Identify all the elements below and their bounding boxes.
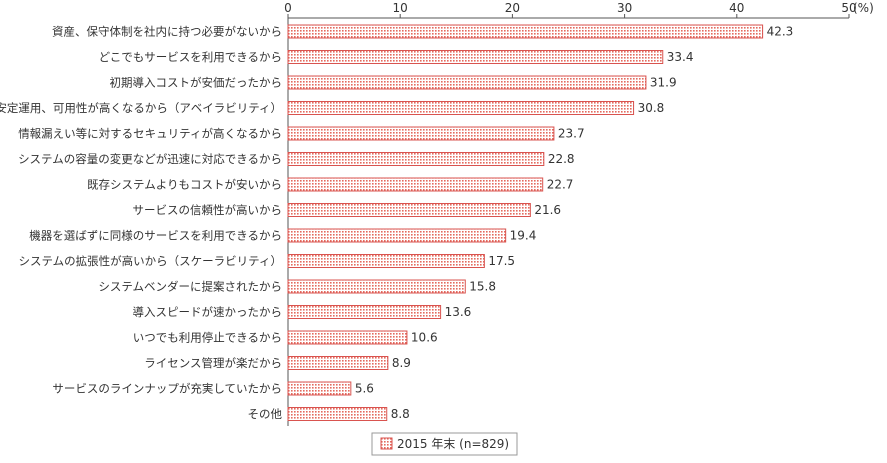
value-label: 31.9 <box>650 76 677 90</box>
category-label: ライセンス管理が楽だから <box>144 356 282 370</box>
x-tick-label: 20 <box>505 1 520 15</box>
value-label: 17.5 <box>488 254 515 268</box>
value-label: 8.9 <box>392 356 411 370</box>
value-label: 15.8 <box>469 280 496 294</box>
value-label: 42.3 <box>767 25 794 39</box>
bar <box>287 356 389 370</box>
bar <box>287 50 664 64</box>
legend-label: 2015 年末 (n=829) <box>397 437 509 451</box>
bars-group: 資産、保守体制を社内に持つ必要がないから 42.3 どこでもサービスを利用できるから… <box>0 24 794 421</box>
value-label: 30.8 <box>638 101 665 115</box>
bar <box>287 177 544 192</box>
bar <box>287 24 764 39</box>
category-label: システムベンダーに提案されたから <box>98 280 282 294</box>
category-label: システムの容量の変更などが迅速に対応できるから <box>18 152 282 166</box>
value-label: 22.8 <box>548 152 575 166</box>
category-label: 資産、保守体制を社内に持つ必要がないから <box>52 25 282 39</box>
value-label: 5.6 <box>355 382 374 396</box>
bar <box>287 101 635 115</box>
category-label: いつでも利用停止できるから <box>133 331 282 345</box>
x-axis-unit-label: (%) <box>853 1 874 15</box>
x-tick-label: 10 <box>393 1 408 15</box>
bar <box>287 126 555 141</box>
category-label: 機器を選ばずに同様のサービスを利用できるから <box>29 229 282 243</box>
bar <box>287 228 507 243</box>
category-label: 既存システムよりもコストが安いから <box>87 178 282 192</box>
x-tick-label: 50 <box>841 1 856 15</box>
x-tick-label: 0 <box>284 1 292 15</box>
bar <box>287 203 531 217</box>
value-label: 19.4 <box>510 229 537 243</box>
bar <box>287 407 388 421</box>
category-label: サービスのラインナップが充実していたから <box>52 382 282 396</box>
value-label: 8.8 <box>391 407 410 421</box>
category-label: 導入スピードが速かったから <box>133 305 283 319</box>
x-axis-ticks: 0 10 20 30 40 50 <box>284 1 857 18</box>
bar <box>287 75 647 90</box>
category-label: どこでもサービスを利用できるから <box>99 50 282 64</box>
x-tick-label: 30 <box>617 1 632 15</box>
value-label: 10.6 <box>411 331 438 345</box>
x-tick-label: 40 <box>729 1 744 15</box>
value-label: 22.7 <box>547 178 574 192</box>
category-label: 情報漏えい等に対するセキュリティが高くなるから <box>18 127 282 141</box>
value-label: 33.4 <box>667 50 694 64</box>
bar <box>287 152 545 166</box>
value-label: 21.6 <box>534 203 561 217</box>
bar <box>287 254 485 268</box>
category-label: サービスの信頼性が高いから <box>133 203 283 217</box>
category-label: 安定運用、可用性が高くなるから（アベイラビリティ） <box>0 101 282 115</box>
category-label: システムの拡張性が高いから（スケーラビリティ） <box>19 254 282 268</box>
bar <box>287 330 408 345</box>
legend-box <box>371 432 518 456</box>
value-label: 13.6 <box>445 305 472 319</box>
bar <box>287 381 352 396</box>
legend: 2015 年末 (n=829) <box>371 432 518 456</box>
category-label: その他 <box>248 407 283 421</box>
value-label: 23.7 <box>558 127 585 141</box>
bar <box>287 305 442 319</box>
category-label: 初期導入コストが安価だったから <box>110 76 283 90</box>
bar <box>287 279 466 294</box>
legend-swatch <box>380 437 393 450</box>
